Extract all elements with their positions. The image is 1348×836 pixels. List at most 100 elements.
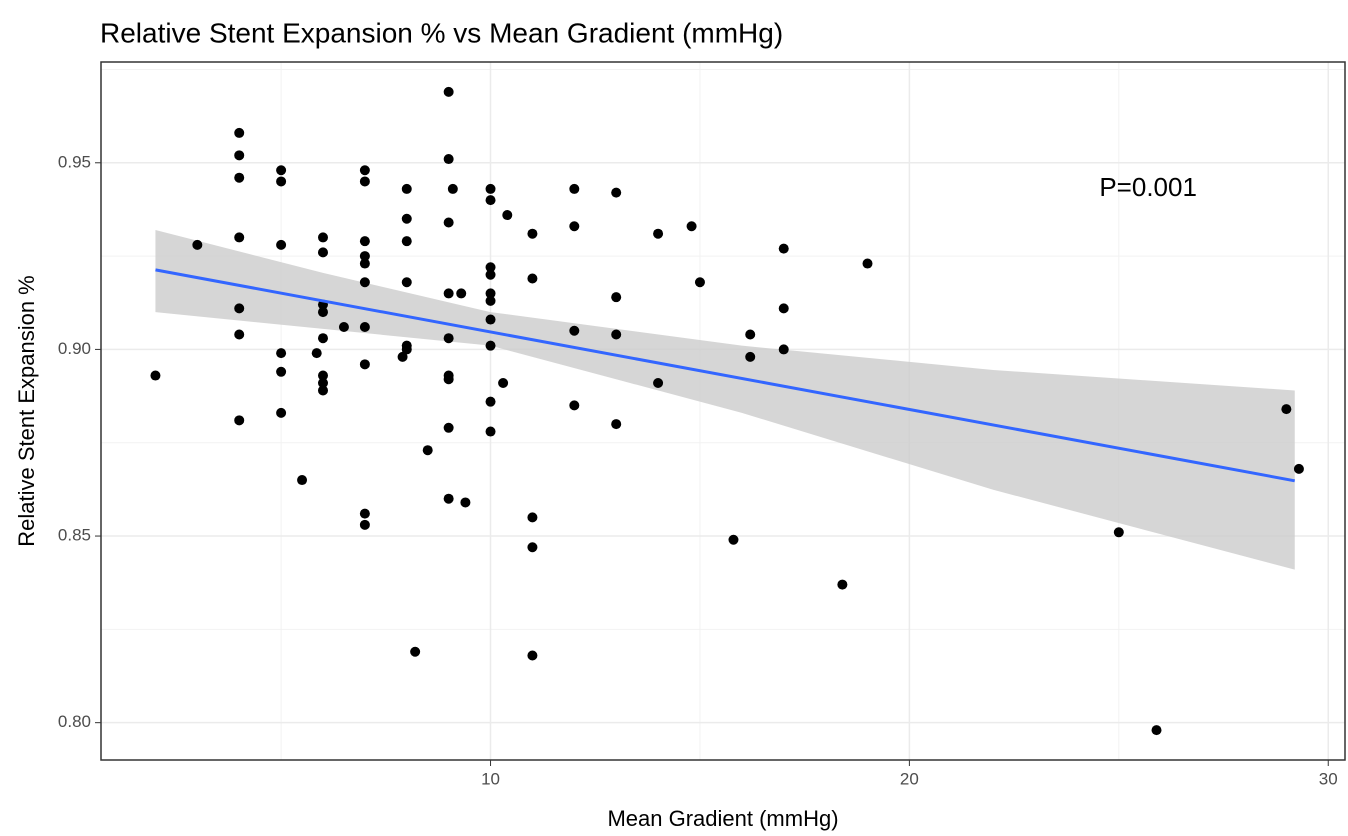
data-point xyxy=(192,239,203,250)
y-tick-label: 0.90 xyxy=(58,339,91,358)
data-point xyxy=(359,258,370,269)
data-point xyxy=(569,221,580,232)
data-point xyxy=(837,579,848,590)
data-point xyxy=(359,176,370,187)
data-point xyxy=(485,426,496,437)
data-point xyxy=(485,262,496,273)
data-point xyxy=(401,344,412,355)
data-point xyxy=(862,258,873,269)
x-axis-label: Mean Gradient (mmHg) xyxy=(607,806,838,831)
data-point xyxy=(359,251,370,262)
data-point xyxy=(745,329,756,340)
data-point xyxy=(359,236,370,247)
data-point xyxy=(1293,463,1304,474)
data-point xyxy=(359,322,370,333)
data-point xyxy=(276,348,287,359)
y-tick-label: 0.95 xyxy=(58,152,91,171)
data-point xyxy=(276,407,287,418)
data-point xyxy=(359,508,370,519)
data-point xyxy=(234,172,245,183)
data-point xyxy=(653,228,664,239)
data-point xyxy=(611,292,622,303)
data-point xyxy=(485,288,496,299)
data-point xyxy=(745,351,756,362)
data-point xyxy=(498,378,509,389)
data-point xyxy=(422,445,433,456)
data-point xyxy=(443,154,454,165)
data-point xyxy=(297,475,308,486)
data-point xyxy=(401,277,412,288)
data-point xyxy=(778,243,789,254)
data-point xyxy=(359,359,370,370)
data-point xyxy=(150,370,161,381)
data-point xyxy=(317,378,328,389)
x-tick-label: 20 xyxy=(900,769,919,788)
data-point xyxy=(401,236,412,247)
y-axis-label: Relative Stent Expansion % xyxy=(14,275,39,547)
data-point xyxy=(611,419,622,430)
data-point xyxy=(778,303,789,314)
data-point xyxy=(317,370,328,381)
data-point xyxy=(485,396,496,407)
x-tick-label: 30 xyxy=(1319,769,1338,788)
data-point xyxy=(527,273,538,284)
chart-title: Relative Stent Expansion % vs Mean Gradi… xyxy=(100,17,783,48)
data-point xyxy=(359,519,370,530)
data-point xyxy=(653,378,664,389)
data-point xyxy=(276,176,287,187)
data-point xyxy=(527,228,538,239)
y-tick-label: 0.85 xyxy=(58,526,91,545)
data-point xyxy=(485,269,496,280)
data-point xyxy=(443,333,454,344)
confidence-band xyxy=(155,229,1295,570)
data-point xyxy=(401,183,412,194)
data-point xyxy=(527,650,538,661)
data-point xyxy=(311,348,322,359)
data-point xyxy=(443,422,454,433)
data-point xyxy=(527,542,538,553)
data-point xyxy=(276,366,287,377)
regression-line xyxy=(155,268,1296,483)
data-point xyxy=(359,165,370,176)
data-point xyxy=(611,329,622,340)
data-point xyxy=(317,232,328,243)
data-point xyxy=(485,195,496,206)
data-point xyxy=(443,374,454,385)
data-point xyxy=(276,165,287,176)
data-point xyxy=(778,344,789,355)
data-point xyxy=(447,183,458,194)
data-point xyxy=(317,385,328,396)
data-point xyxy=(569,325,580,336)
data-point xyxy=(443,86,454,97)
data-point xyxy=(397,351,408,362)
y-tick-label: 0.80 xyxy=(58,712,91,731)
data-point xyxy=(460,497,471,508)
data-point xyxy=(485,314,496,325)
data-point xyxy=(338,322,349,333)
data-point xyxy=(234,329,245,340)
data-point xyxy=(1113,527,1124,538)
data-point xyxy=(1281,404,1292,415)
data-point xyxy=(485,340,496,351)
data-point xyxy=(401,213,412,224)
data-point xyxy=(234,232,245,243)
data-point xyxy=(611,187,622,198)
data-point xyxy=(234,150,245,161)
data-point xyxy=(234,415,245,426)
data-point xyxy=(569,400,580,411)
data-point xyxy=(410,646,421,657)
data-point xyxy=(234,127,245,138)
data-point xyxy=(694,277,705,288)
data-point xyxy=(502,210,513,221)
data-point xyxy=(485,183,496,194)
data-point xyxy=(728,534,739,545)
data-point xyxy=(317,333,328,344)
data-point xyxy=(456,288,467,299)
data-point xyxy=(686,221,697,232)
data-point xyxy=(359,277,370,288)
x-tick-label: 10 xyxy=(481,769,500,788)
data-point xyxy=(317,307,328,318)
data-point xyxy=(276,239,287,250)
